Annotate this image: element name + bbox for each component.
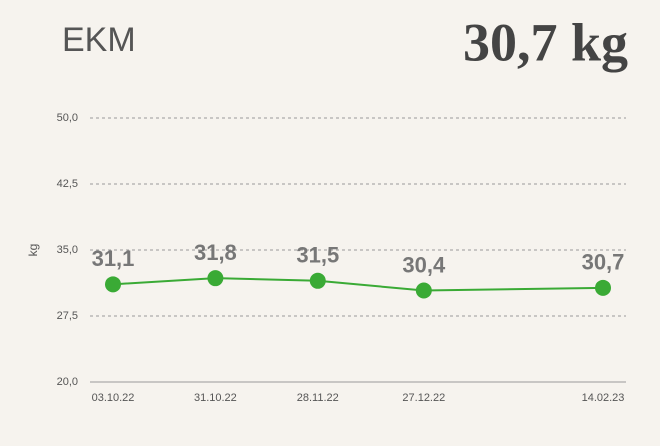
point: [415, 282, 432, 299]
x-tick-label: 03.10.22: [92, 392, 135, 404]
x-tick-label: 14.02.23: [582, 392, 625, 404]
y-axis-label: kg: [26, 244, 40, 257]
x-tick-label: 27.12.22: [402, 392, 445, 404]
value-label: 30,7: [582, 250, 625, 275]
point: [309, 272, 326, 289]
headline: 30,7 kg: [463, 12, 628, 72]
chart-title: EKM: [62, 21, 136, 59]
value-label: 31,8: [194, 240, 237, 265]
y-tick-label: 50,0: [57, 112, 78, 124]
y-tick-label: 27,5: [57, 310, 78, 322]
y-tick-label: 35,0: [57, 244, 78, 256]
x-tick-label: 28.11.22: [297, 392, 339, 404]
y-tick-label: 20,0: [57, 376, 78, 388]
point: [595, 279, 611, 296]
value-label: 30,4: [402, 252, 446, 277]
x-tick-label: 31.10.22: [194, 392, 237, 404]
value-label: 31,5: [296, 243, 339, 268]
point: [207, 270, 224, 287]
point: [105, 276, 121, 293]
y-tick-label: 42,5: [57, 178, 78, 190]
value-label: 31,1: [92, 246, 135, 271]
